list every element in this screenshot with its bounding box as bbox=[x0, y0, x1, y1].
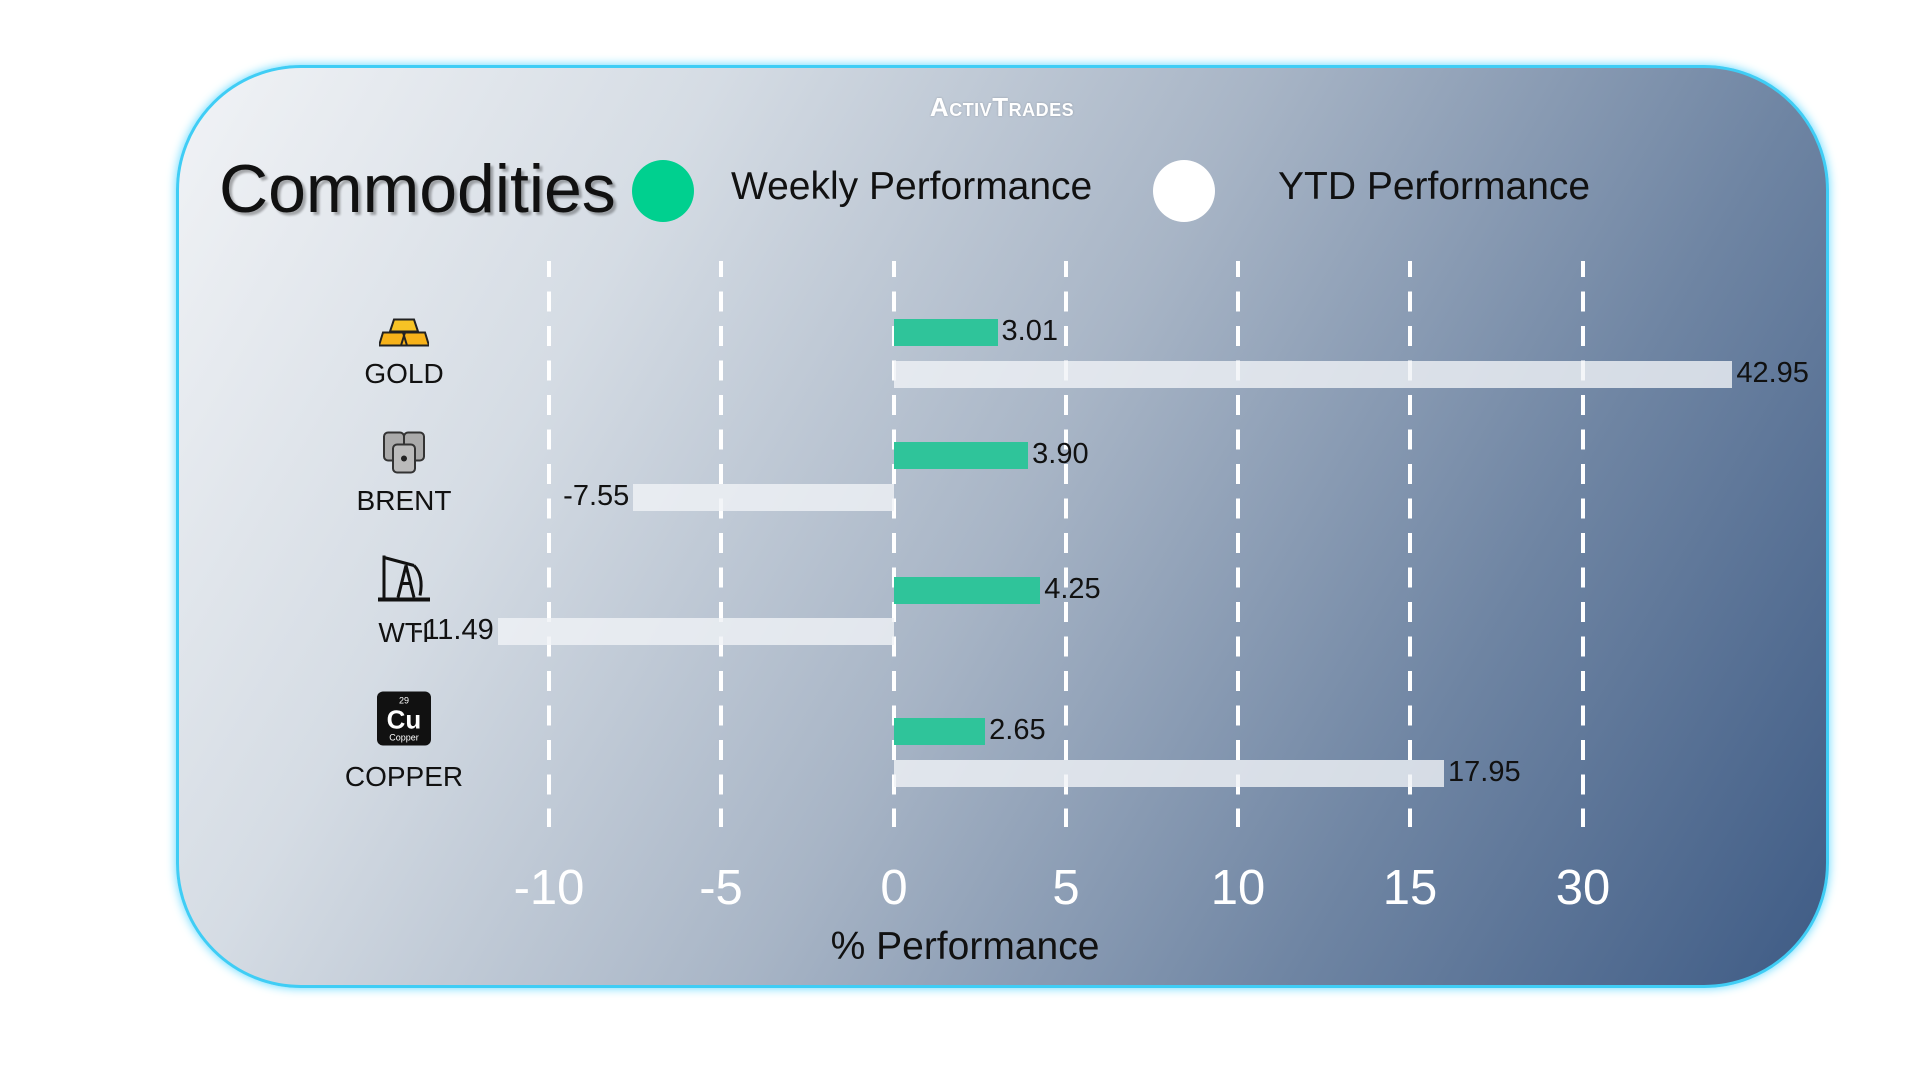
oil-barrels-icon bbox=[380, 431, 428, 480]
ytd-value-brent: -7.55 bbox=[563, 480, 630, 512]
legend-weekly-swatch bbox=[632, 160, 694, 222]
category-label-wti: WTI bbox=[378, 617, 430, 648]
gridline bbox=[1581, 261, 1585, 827]
legend-ytd-swatch bbox=[1153, 160, 1215, 222]
brand-logo: ActivTrades bbox=[929, 92, 1075, 122]
weekly-bar-wti bbox=[894, 577, 1041, 604]
legend-ytd-label: YTD Performance bbox=[1278, 165, 1591, 208]
x-tick-label: 0 bbox=[880, 861, 908, 915]
category-label-gold: GOLD bbox=[364, 358, 444, 389]
x-tick-label: 10 bbox=[1210, 861, 1266, 915]
weekly-bar-gold bbox=[894, 319, 998, 346]
x-tick-label: -5 bbox=[699, 861, 743, 915]
legend-weekly-label: Weekly Performance bbox=[731, 165, 1093, 208]
gridline bbox=[1236, 261, 1240, 827]
ytd-value-copper: 17.95 bbox=[1448, 756, 1521, 788]
gridline bbox=[1408, 261, 1412, 827]
svg-text:Cu: Cu bbox=[387, 705, 422, 735]
weekly-bar-brent bbox=[894, 442, 1029, 469]
x-tick-label: 30 bbox=[1555, 861, 1611, 915]
x-tick-label: -10 bbox=[513, 861, 585, 915]
category-label-copper: COPPER bbox=[344, 761, 464, 792]
weekly-value-copper: 2.65 bbox=[989, 714, 1046, 746]
chart-title: Commodities bbox=[219, 151, 616, 227]
ytd-value-gold: 42.95 bbox=[1736, 357, 1809, 389]
x-axis-title: % Performance bbox=[830, 925, 1100, 968]
x-tick-label: 5 bbox=[1052, 861, 1080, 915]
ytd-value-wti: -11.49 bbox=[413, 614, 494, 646]
chart-card bbox=[176, 65, 1829, 988]
oil-pump-icon bbox=[376, 548, 432, 609]
category-label-brent: BRENT bbox=[356, 485, 452, 516]
svg-text:Copper: Copper bbox=[389, 733, 419, 743]
copper-element-icon: 29 Cu Copper bbox=[376, 691, 432, 752]
weekly-bar-copper bbox=[894, 718, 986, 745]
ytd-bar-gold bbox=[894, 361, 1733, 388]
gridline bbox=[719, 261, 723, 827]
gridline bbox=[892, 261, 896, 827]
weekly-value-wti: 4.25 bbox=[1044, 573, 1101, 605]
ytd-bar-brent bbox=[633, 484, 894, 511]
gold-bars-icon bbox=[377, 318, 431, 353]
weekly-value-brent: 3.90 bbox=[1032, 438, 1089, 470]
weekly-value-gold: 3.01 bbox=[1001, 315, 1058, 347]
ytd-bar-copper bbox=[894, 760, 1445, 787]
svg-text:29: 29 bbox=[399, 696, 409, 706]
x-tick-label: 15 bbox=[1382, 861, 1438, 915]
gridline bbox=[547, 261, 551, 827]
gridline bbox=[1064, 261, 1068, 827]
ytd-bar-wti bbox=[497, 618, 894, 645]
